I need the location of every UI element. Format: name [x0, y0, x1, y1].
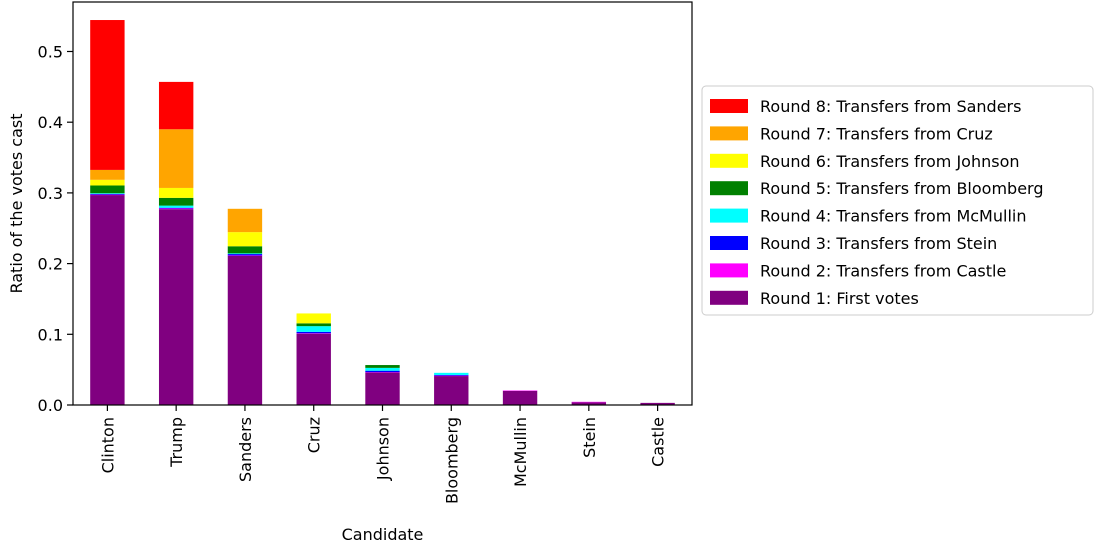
bar-cruz-round-5 — [296, 323, 331, 327]
bar-johnson-round-4 — [365, 367, 400, 371]
y-axis-label: Ratio of the votes cast — [7, 113, 26, 293]
bar-trump-round-8 — [158, 81, 194, 130]
bar-stein-round-2 — [571, 401, 607, 403]
bar-clinton-round-2 — [90, 194, 125, 196]
bar-johnson-round-1 — [365, 372, 400, 405]
bar-sanders-round-2 — [227, 255, 263, 256]
bar-bloomberg-round-1 — [434, 376, 469, 405]
bars-layer — [90, 20, 675, 405]
bar-clinton-round-5 — [90, 185, 125, 194]
bar-castle-round-1 — [640, 402, 675, 405]
y-tick-label: 0.2 — [38, 255, 63, 274]
bar-trump-round-2 — [158, 208, 194, 210]
y-tick-label: 0.1 — [38, 325, 63, 344]
bar-cruz-round-4 — [296, 326, 331, 332]
legend-entry-label: Round 7: Transfers from Cruz — [760, 124, 993, 143]
legend-swatch — [710, 290, 748, 305]
bar-clinton-round-3 — [90, 193, 125, 195]
legend-entry-label: Round 3: Transfers from Stein — [760, 234, 997, 253]
y-tick-label: 0.5 — [38, 42, 63, 61]
legend-swatch — [710, 181, 748, 196]
y-axis: 0.0 0.1 0.2 0.3 0.4 0.5 — [38, 42, 73, 415]
bar-bloomberg-round-3 — [434, 374, 469, 376]
legend-entry-label: Round 6: Transfers from Johnson — [760, 152, 1020, 171]
bar-trump-round-4 — [158, 205, 194, 208]
bar-clinton-round-6 — [90, 179, 125, 186]
bar-johnson-round-3 — [365, 370, 400, 373]
bar-clinton-round-7 — [90, 169, 125, 180]
legend-entry-label: Round 1: First votes — [760, 289, 919, 308]
legend-swatch — [710, 263, 748, 278]
y-tick-label: 0.3 — [38, 184, 63, 203]
bar-bloomberg-round-4 — [434, 372, 469, 375]
bar-cruz-round-3 — [296, 331, 331, 334]
bar-trump-round-7 — [158, 129, 194, 188]
bar-stein-round-1 — [571, 402, 607, 405]
bar-clinton-round-1 — [90, 195, 125, 405]
x-axis-label: Candidate — [342, 525, 424, 544]
bar-sanders-round-4 — [227, 253, 263, 255]
legend-swatch — [710, 126, 748, 141]
x-tick-label-bloomberg: Bloomberg — [442, 417, 461, 504]
bar-johnson-round-5 — [365, 365, 400, 368]
bar-trump-round-3 — [158, 207, 194, 209]
legend-swatch — [710, 153, 748, 168]
legend: Round 8: Transfers from Sanders Round 7: … — [701, 85, 1094, 316]
bar-sanders-round-6 — [227, 232, 263, 247]
x-tick-label-clinton: Clinton — [98, 417, 117, 473]
legend-swatch — [710, 99, 748, 113]
legend-entry-label: Round 5: Transfers from Bloomberg — [760, 179, 1043, 198]
x-axis: Clinton Trump Sanders Cruz Johnson Bloomberg M… — [98, 405, 668, 504]
bar-trump-round-6 — [158, 187, 194, 198]
bar-sanders-round-7 — [227, 208, 263, 233]
x-tick-label-johnson: Johnson — [374, 417, 393, 481]
x-tick-label-stein: Stein — [580, 417, 599, 458]
bar-sanders-round-3 — [227, 254, 263, 256]
bar-bloomberg-round-2 — [434, 375, 469, 377]
legend-entry-label: Round 4: Transfers from McMullin — [760, 207, 1026, 226]
bar-cruz-round-2 — [296, 333, 331, 334]
legend-swatch — [710, 236, 748, 250]
legend-entry-label: Round 2: Transfers from Castle — [760, 261, 1006, 280]
legend-swatch — [710, 208, 748, 223]
bar-cruz-round-1 — [296, 333, 331, 405]
legend-frame — [701, 85, 1094, 316]
bar-johnson-round-2 — [365, 372, 400, 373]
bar-sanders-round-5 — [227, 246, 263, 254]
bar-trump-round-5 — [158, 197, 194, 206]
bar-cruz-round-6 — [296, 313, 331, 324]
bar-mcmullin-round-1 — [502, 390, 538, 405]
x-tick-label-mcmullin: McMullin — [511, 417, 530, 487]
bar-trump-round-1 — [158, 209, 194, 405]
y-tick-label: 0.4 — [38, 113, 63, 132]
x-tick-label-trump: Trump — [167, 417, 186, 468]
bar-mcmullin-round-2 — [502, 390, 538, 392]
x-tick-label-cruz: Cruz — [305, 417, 324, 453]
bar-clinton-round-4 — [90, 193, 125, 194]
x-tick-label-castle: Castle — [649, 417, 668, 467]
legend-entry-label: Round 8: Transfers from Sanders — [760, 97, 1021, 116]
x-tick-label-sanders: Sanders — [236, 417, 255, 482]
y-tick-label: 0.0 — [38, 396, 63, 415]
bar-sanders-round-1 — [227, 255, 263, 405]
bar-clinton-round-8 — [90, 20, 125, 170]
